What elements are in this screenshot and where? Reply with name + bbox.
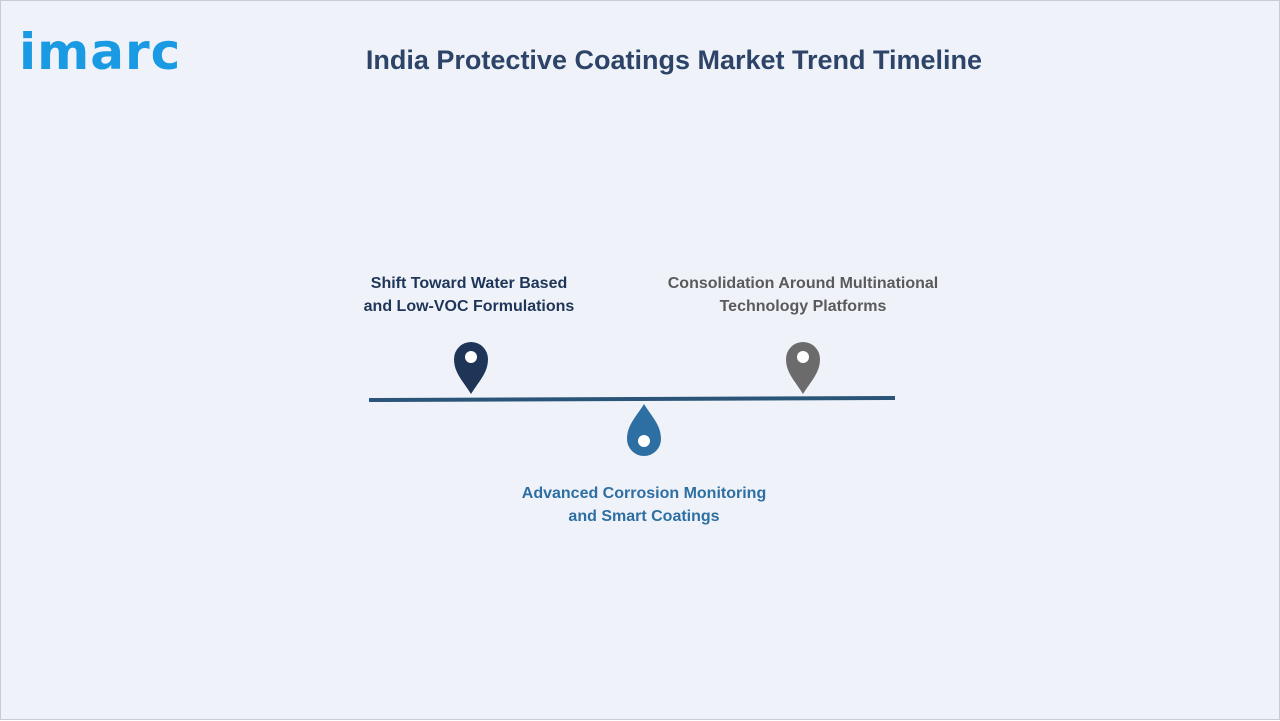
milestone-label-line: Technology Platforms	[719, 298, 887, 315]
milestone-label-line: and Low-VOC Formulations	[363, 298, 575, 315]
logo-text: imarc	[19, 23, 182, 81]
milestone-label-consolidation: Consolidation Around Multinational Techn…	[623, 272, 983, 318]
milestone-label-line: and Smart Coatings	[568, 508, 720, 525]
map-pin-icon	[454, 342, 488, 394]
milestone-label-line: Shift Toward Water Based	[370, 275, 568, 292]
page-title: India Protective Coatings Market Trend T…	[365, 45, 983, 75]
milestone-label-line: Consolidation Around Multinational	[667, 275, 939, 292]
milestone-label-line: Advanced Corrosion Monitoring	[521, 485, 767, 502]
imarc-logo: imarc	[19, 15, 209, 81]
milestone-label-corrosion-monitoring: Advanced Corrosion Monitoring and Smart …	[494, 482, 794, 528]
map-pin-icon	[627, 404, 661, 456]
timeline-line	[368, 396, 896, 402]
milestone-label-water-based: Shift Toward Water Based and Low-VOC For…	[319, 272, 619, 318]
map-pin-icon	[786, 342, 820, 394]
